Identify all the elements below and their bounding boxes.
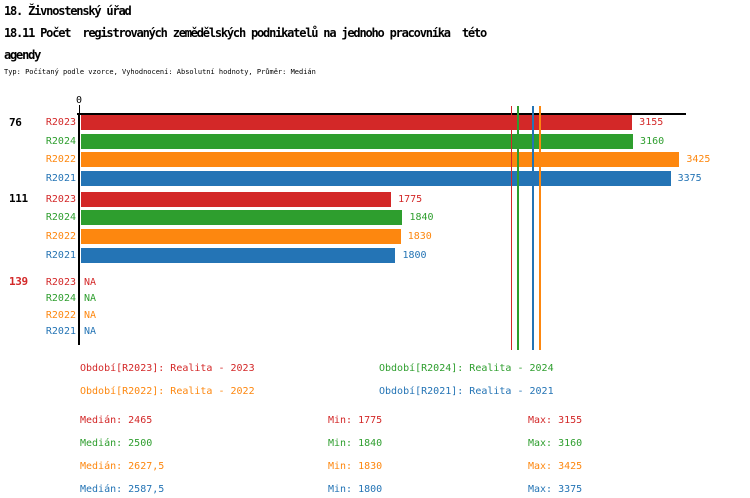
y-axis-line <box>77 113 80 345</box>
series-row-label: R2023 <box>45 193 76 205</box>
na-value-label: NA <box>84 326 97 337</box>
bar-value-label: 1775 <box>398 193 423 205</box>
bar <box>81 191 392 207</box>
bar <box>81 210 403 226</box>
bar-value-label: 3160 <box>640 135 665 147</box>
series-row-label: R2022 <box>45 309 76 321</box>
stat-min: Min: 1830 <box>328 461 383 472</box>
x-axis-zero-tick <box>78 105 81 113</box>
group-label: 139 <box>9 275 28 288</box>
legend-item: Období[R2021]: Realita - 2021 <box>379 386 554 397</box>
legend-item: Období[R2023]: Realita - 2023 <box>80 363 255 374</box>
x-axis-zero-label: 0 <box>75 95 83 106</box>
group-label: 111 <box>9 192 28 205</box>
bar-value-label: 3155 <box>639 117 664 128</box>
bar <box>81 171 671 187</box>
stat-min: Min: 1800 <box>328 484 383 495</box>
stat-median: Medián: 2627,5 <box>80 461 165 472</box>
series-row-label: R2022 <box>45 154 76 166</box>
median-line <box>539 106 541 350</box>
legend-item: Období[R2024]: Realita - 2024 <box>379 363 554 374</box>
stat-min: Min: 1775 <box>328 415 383 426</box>
median-line <box>532 106 534 350</box>
group-label: 76 <box>9 115 22 129</box>
x-axis-line <box>77 113 686 115</box>
stat-max: Max: 3155 <box>528 415 583 426</box>
legend-item: Období[R2022]: Realita - 2022 <box>80 386 255 397</box>
series-row-label: R2024 <box>45 212 76 224</box>
stat-median: Medián: 2465 <box>80 415 153 426</box>
series-row-label: R2024 <box>45 293 76 304</box>
stat-median: Medián: 2500 <box>80 438 153 449</box>
indicator-title-line1: 18.11 Počet registrovaných zemědělských … <box>4 26 487 40</box>
bar <box>81 228 401 244</box>
series-row-label: R2023 <box>45 117 76 128</box>
series-row-label: R2021 <box>45 173 76 185</box>
report-meta: Typ: Počítaný podle vzorce, Vyhodnocení:… <box>4 68 316 76</box>
series-row-label: R2022 <box>45 230 76 242</box>
bar <box>81 152 680 168</box>
series-row-label: R2021 <box>45 326 76 337</box>
stat-max: Max: 3375 <box>528 484 583 495</box>
report-title: 18. Živnostenský úřad <box>4 4 132 18</box>
bar-value-label: 1830 <box>407 230 432 242</box>
median-line <box>516 106 519 350</box>
median-line <box>510 106 513 350</box>
indicator-title-line2: agendy <box>4 48 41 62</box>
series-row-label: R2024 <box>45 135 76 147</box>
bar-value-label: 1800 <box>402 249 427 261</box>
na-value-label: NA <box>84 309 97 321</box>
bar-value-label: 3375 <box>677 173 702 185</box>
na-value-label: NA <box>84 293 97 304</box>
bar <box>81 115 633 130</box>
bar <box>81 133 634 149</box>
bar-value-label: 1840 <box>409 212 434 224</box>
bar <box>81 247 396 263</box>
series-row-label: R2023 <box>45 276 76 288</box>
stat-max: Max: 3160 <box>528 438 583 449</box>
stat-min: Min: 1840 <box>328 438 383 449</box>
stat-max: Max: 3425 <box>528 461 583 472</box>
series-row-label: R2021 <box>45 249 76 261</box>
bar-value-label: 3425 <box>686 154 711 166</box>
stat-median: Medián: 2587,5 <box>80 484 165 495</box>
na-value-label: NA <box>84 276 97 288</box>
